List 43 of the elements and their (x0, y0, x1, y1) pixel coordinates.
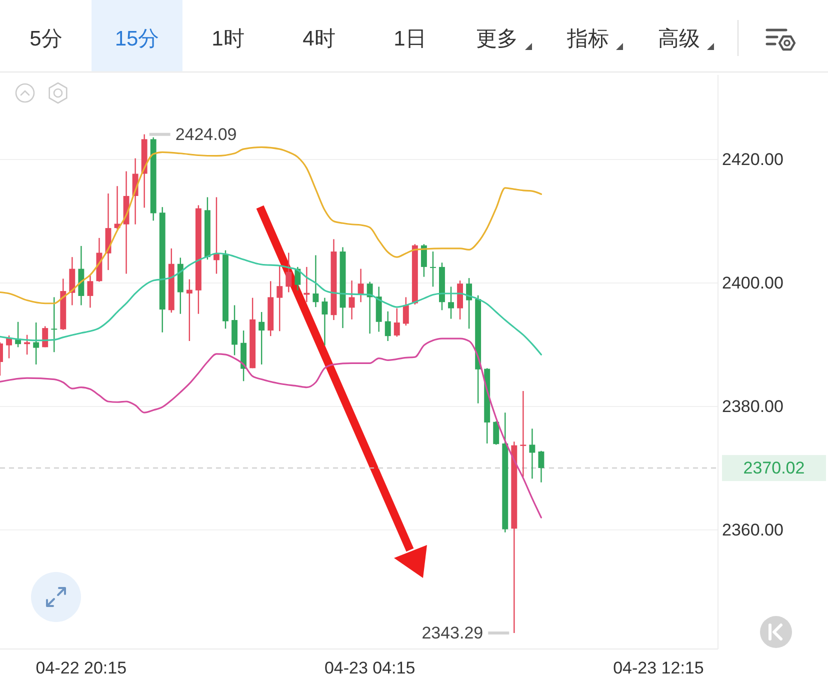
candlestick (87, 274, 94, 308)
text: 更多 (476, 28, 518, 50)
candlestick (402, 296, 409, 326)
candlestick (358, 268, 364, 303)
candlestick (294, 266, 301, 292)
candlestick (430, 250, 436, 288)
annotation: 2424.09 (175, 124, 237, 144)
y-tick-label: 2420.00 (722, 150, 784, 170)
y-tick-label: 2380.00 (722, 396, 784, 416)
candlestick (24, 334, 30, 356)
ref-line-label: 2370.02 (743, 458, 805, 478)
candlestick (186, 278, 192, 342)
text: 1日 (394, 28, 426, 50)
candlestick (520, 390, 526, 478)
x-tick-label: 04-23 04:15 (324, 658, 416, 678)
candlestick (538, 450, 544, 483)
candlestick (529, 428, 536, 480)
candlestick (6, 334, 12, 359)
candlestick (493, 420, 500, 446)
text: 1时 (212, 28, 244, 50)
text: 4时 (302, 28, 336, 50)
annotation: 2343.29 (422, 624, 484, 643)
candlestick (286, 252, 292, 293)
candlestick (466, 277, 472, 330)
candlestick (312, 254, 319, 308)
candlestick (384, 310, 391, 342)
text: 15分 (114, 28, 160, 50)
x-tick-label: 04-22 20:15 (36, 658, 127, 678)
y-tick-label: 2400.00 (722, 274, 784, 292)
candlestick (322, 297, 328, 346)
candlestick (394, 308, 400, 338)
candlestick (33, 322, 40, 366)
text: 5分 (30, 28, 62, 50)
candlestick (51, 296, 58, 353)
candlestick (258, 311, 265, 366)
text: 高级 (658, 28, 700, 50)
candlestick (448, 286, 454, 320)
candlestick (276, 265, 283, 332)
y-tick-label: 2360.00 (722, 520, 784, 540)
candlestick (348, 280, 355, 320)
text: 指标 (566, 28, 609, 50)
x-tick-label: 04-23 12:15 (613, 658, 704, 678)
candlestick (420, 244, 427, 278)
